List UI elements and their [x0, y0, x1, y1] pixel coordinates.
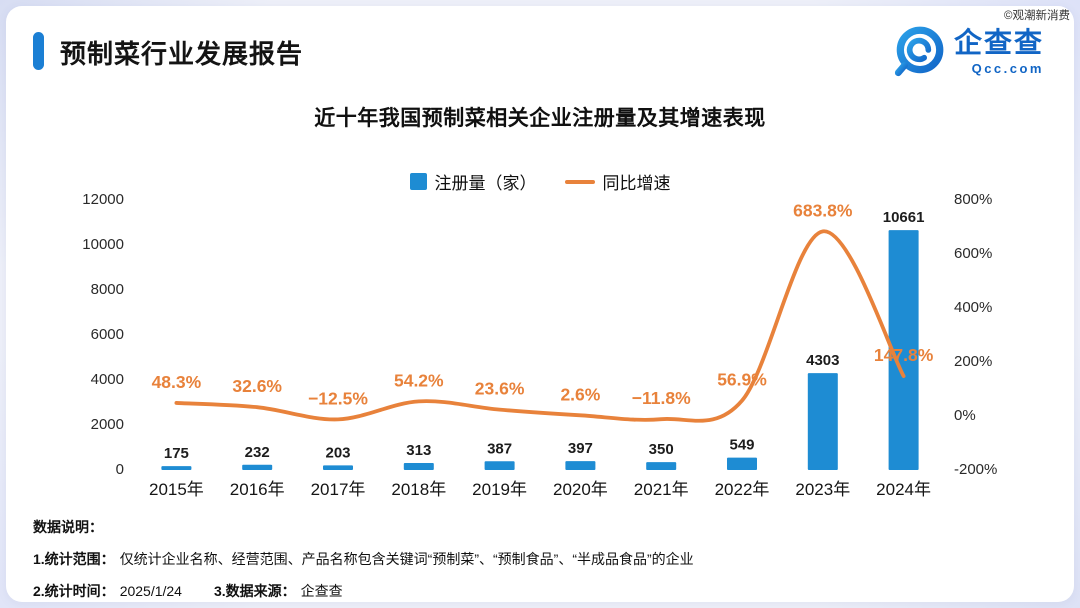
note1-label: 1.统计范围：: [33, 551, 115, 567]
bar: [161, 466, 192, 470]
right-axis-tick: 200%: [954, 353, 992, 370]
growth-rate-label: 2.6%: [560, 384, 600, 404]
x-axis-label: 2015年: [149, 480, 204, 499]
title-accent-bar: [33, 32, 44, 70]
qcc-logo-text: 企查查 Qcc.com: [953, 27, 1044, 76]
x-axis-label: 2024年: [876, 480, 931, 499]
chart-title: 近十年我国预制菜相关企业注册量及其增速表现: [314, 107, 766, 130]
note2-text: 2025/1/24: [119, 583, 182, 599]
right-axis-tick: 400%: [954, 299, 992, 316]
note1-text: 仅统计企业名称、经营范围、产品名称包含关键词“预制菜”、“预制食品”、“半成品食…: [119, 551, 694, 567]
x-axis-label: 2019年: [472, 480, 527, 499]
footer-note-scope: 1.统计范围： 仅统计企业名称、经营范围、产品名称包含关键词“预制菜”、“预制食品…: [33, 549, 694, 569]
x-axis-label: 2023年: [795, 480, 850, 499]
growth-rate-label: 48.3%: [152, 372, 202, 392]
watermark: ©观潮新消费: [1004, 10, 1070, 22]
growth-rate-label: 23.6%: [475, 379, 525, 399]
x-axis-label: 2016年: [230, 480, 285, 499]
bar: [323, 465, 353, 470]
x-axis-label: 2022年: [715, 480, 770, 499]
x-axis-label: 2021年: [634, 480, 689, 499]
note2-label: 2.统计时间：: [33, 583, 115, 599]
bar: [646, 462, 677, 470]
bar-value-label: 350: [649, 441, 674, 458]
growth-rate-label: 54.2%: [394, 370, 444, 390]
bar-value-label: 232: [245, 444, 270, 461]
qcc-logo: 企查查 Qcc.com: [891, 24, 1044, 80]
bar: [403, 462, 434, 470]
bar-value-label: 175: [164, 445, 189, 462]
bar-series-swatch: [409, 173, 427, 190]
growth-rate-label: 147.8%: [874, 345, 934, 365]
x-axis-label: 2017年: [311, 480, 366, 499]
brand-domain: Qcc.com: [971, 61, 1044, 76]
bar: [807, 373, 838, 470]
left-axis-tick: 6000: [91, 326, 124, 343]
right-axis-tick: 600%: [954, 245, 992, 262]
growth-line: [174, 229, 906, 423]
legend-item-registrations: 注册量（家）: [409, 169, 537, 194]
bar-value-label: 397: [568, 440, 593, 457]
note3-label: 3.数据来源：: [213, 583, 296, 599]
bar-value-label: 203: [325, 444, 350, 461]
bar: [727, 457, 757, 470]
bar-value-label: 387: [487, 440, 512, 457]
bar-value-label: 549: [729, 437, 754, 454]
brand-name: 企查查: [953, 27, 1044, 58]
x-axis-label: 2020年: [553, 480, 608, 499]
left-axis-tick: 10000: [82, 236, 124, 253]
legend-label-growth: 同比增速: [602, 174, 671, 193]
bar: [484, 461, 515, 470]
growth-rate-label: 32.6%: [232, 376, 282, 396]
bar-value-label: 10661: [883, 209, 925, 226]
bar: [565, 461, 596, 470]
growth-rate-label: 683.8%: [793, 200, 853, 220]
left-axis-tick: 12000: [82, 191, 124, 208]
line-series-swatch: [564, 179, 595, 184]
legend-label-registrations: 注册量（家）: [434, 174, 537, 193]
combo-chart: 0 2000 4000 6000 8000 10000 12000 -200% 0% 200% 40…: [82, 191, 997, 499]
chart-legend: 注册量（家） 同比增速: [6, 169, 1074, 194]
report-title: 预制菜行业发展报告: [60, 39, 304, 69]
left-axis-tick: 0: [116, 461, 124, 478]
note3-text: 企查查: [300, 583, 343, 599]
left-axis-tick: 4000: [91, 371, 124, 388]
bar-value-label: 4303: [806, 352, 839, 369]
right-axis-tick: 800%: [954, 191, 992, 208]
footer-note-time-source: 2.统计时间： 2025/1/24 3.数据来源： 企查查: [33, 581, 343, 601]
x-axis-label: 2018年: [391, 480, 446, 499]
right-axis-tick: -200%: [954, 461, 997, 478]
growth-rate-label: −11.8%: [632, 388, 691, 408]
growth-rate-label: −12.5%: [308, 388, 368, 408]
bar-value-label: 313: [406, 442, 431, 459]
qcc-logo-icon: [894, 26, 944, 77]
growth-rate-label: 56.9%: [717, 370, 767, 390]
left-axis-tick: 2000: [91, 416, 124, 433]
legend-item-growth: 同比增速: [564, 169, 671, 194]
bar: [888, 230, 919, 470]
report-card: 预制菜行业发展报告 企查查 Qcc.com 近十年我国预制菜相关企业注册量及其增…: [6, 6, 1074, 602]
left-axis-tick: 8000: [91, 281, 124, 298]
bar: [242, 464, 273, 470]
right-axis-tick: 0%: [954, 407, 976, 424]
footer-heading: 数据说明：: [33, 519, 103, 535]
